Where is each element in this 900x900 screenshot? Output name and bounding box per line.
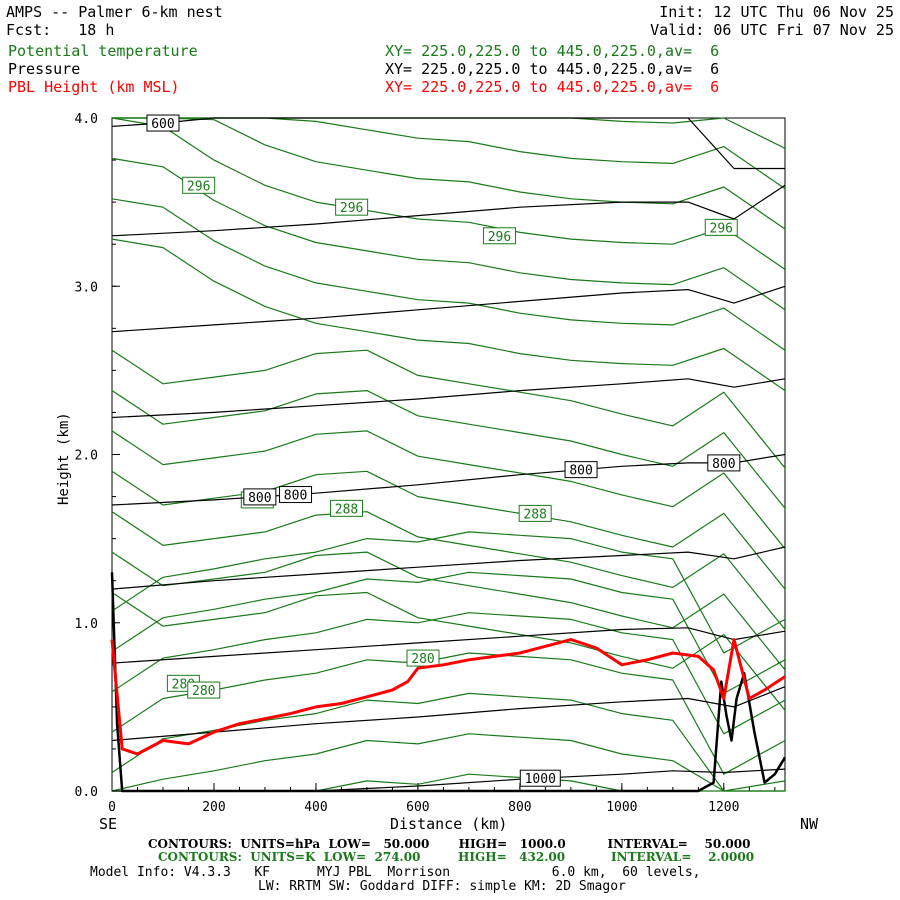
theta-contour-288-plus-4 <box>111 390 786 509</box>
theta-label-280-box <box>187 681 221 699</box>
theta-contour-288-plus-6 <box>111 349 786 469</box>
pressure-label-800: 800 <box>569 464 592 479</box>
pressure-label-1000: 1000 <box>525 772 556 787</box>
pressure-contour-800 <box>111 453 786 506</box>
theta-label-280: 280 <box>411 652 434 667</box>
pressure-label-800-box <box>243 488 277 506</box>
y-axis-title: Height (km) <box>56 412 72 505</box>
theta-contour-288-minus-4 <box>111 551 786 671</box>
theta-contour-296-plus-2 <box>112 117 786 230</box>
pressure-label-800: 800 <box>712 457 735 472</box>
theta-label-288: 288 <box>335 502 358 517</box>
theta-contour-280-minus-2 <box>111 692 786 792</box>
field-theta-xy: XY= 225.0,225.0 to 445.0,225.0,av= 6 <box>385 42 720 60</box>
x-tick-label: 0 <box>108 800 116 815</box>
x-right-end-label: NW <box>800 815 819 833</box>
theta-contour-296-minus-2 <box>111 157 786 311</box>
pressure-label-800: 800 <box>284 489 307 504</box>
x-tick-label: 600 <box>406 800 429 815</box>
theta-contour-288-minus-2 <box>111 511 786 630</box>
theta-contour-280-plus-6 <box>111 531 786 654</box>
field-pressure-xy: XY= 225.0,225.0 to 445.0,225.0,av= 6 <box>385 60 720 78</box>
pressure-label-800-box <box>564 461 598 479</box>
pressure-contour-700 <box>111 285 786 333</box>
pressure-label-1000-box <box>519 769 561 787</box>
pressure-contour-600 <box>111 117 785 170</box>
pressure-label-800-box <box>707 454 741 472</box>
pressure-contour-650 <box>111 184 786 237</box>
field-pressure-name: Pressure <box>8 60 81 78</box>
theta-contour-296-minus-6 <box>111 238 786 392</box>
theta-contour-288-minus-6 <box>111 591 786 711</box>
theta-contour-280-plus-2 <box>111 612 786 735</box>
x-left-end-label: SE <box>99 815 118 833</box>
theta-label-296-box <box>182 176 216 194</box>
pressure-contour-900 <box>111 627 786 664</box>
footer-model-info-2: LW: RRTM SW: Goddard DIFF: simple KM: 2D… <box>258 879 626 894</box>
pressure-label-800-box <box>279 486 313 504</box>
y-tick-label: 4.0 <box>75 112 98 127</box>
theta-label-296-box <box>704 218 738 236</box>
theta-contour-296-minus-4 <box>111 198 786 351</box>
theta-label-296: 296 <box>187 179 210 194</box>
chart-title: AMPS -- Palmer 6-km nest <box>6 3 223 21</box>
theta-contour-288-plus-2 <box>111 430 786 550</box>
y-tick-label: 0.0 <box>75 785 98 800</box>
pressure-label-600: 600 <box>151 117 174 132</box>
x-tick-label: 1000 <box>606 800 637 815</box>
theta-label-280: 280 <box>192 684 215 699</box>
theta-label-296-box <box>335 198 369 216</box>
pressure-contour-750 <box>111 378 786 419</box>
theta-contour-296-plus-6 <box>112 117 786 149</box>
theta-label-296: 296 <box>710 221 733 236</box>
y-tick-label: 1.0 <box>75 617 98 632</box>
valid-time: Valid: 06 UTC Fri 07 Nov 25 <box>650 21 894 39</box>
footer-contours-pressure: CONTOURS: UNITS=hPa LOW= 50.000 HIGH= 10… <box>148 837 751 851</box>
x-tick-label: 1200 <box>708 800 739 815</box>
theta-contour-288 <box>111 470 786 590</box>
pbl-height-line <box>110 638 786 756</box>
init-time: Init: 12 UTC Thu 06 Nov 25 <box>659 3 894 21</box>
terrain-line <box>110 572 787 793</box>
field-pbl-xy: XY= 225.0,225.0 to 445.0,225.0,av= 6 <box>385 78 720 96</box>
pressure-contour-1000 <box>112 768 786 792</box>
footer-contours-theta: CONTOURS: UNITS=K LOW= 274.00 HIGH= 432.… <box>158 850 755 864</box>
footer-model-info: Model Info: V4.3.3 KF MYJ PBL Morrison 6… <box>90 865 701 880</box>
x-axis-title: Distance (km) <box>390 815 508 833</box>
field-theta-name: Potential temperature <box>8 42 198 60</box>
theta-contour-280-plus-4 <box>111 571 786 694</box>
theta-label-288: 288 <box>523 507 546 522</box>
theta-contour-280 <box>111 652 786 775</box>
theta-label-296: 296 <box>488 230 511 245</box>
theta-contour-280-minus-6 <box>112 773 785 792</box>
forecast-hour: Fcst: 18 h <box>6 21 115 39</box>
x-tick-label: 800 <box>508 800 531 815</box>
theta-contour-296 <box>111 117 786 270</box>
x-tick-label: 200 <box>202 800 225 815</box>
x-tick-label: 400 <box>304 800 327 815</box>
y-tick-label: 3.0 <box>75 280 98 295</box>
pressure-label-600-box <box>146 114 180 132</box>
theta-contour-280-minus-4 <box>111 733 785 792</box>
theta-label-296: 296 <box>340 201 363 216</box>
y-tick-label: 2.0 <box>75 449 98 464</box>
field-pbl-name: PBL Height (km MSL) <box>8 78 180 96</box>
theta-label-296-box <box>482 227 516 245</box>
pressure-contour-850 <box>111 546 786 590</box>
theta-label-288-box <box>330 499 364 517</box>
theta-label-288-box <box>518 504 552 522</box>
pressure-label-800: 800 <box>248 491 271 506</box>
